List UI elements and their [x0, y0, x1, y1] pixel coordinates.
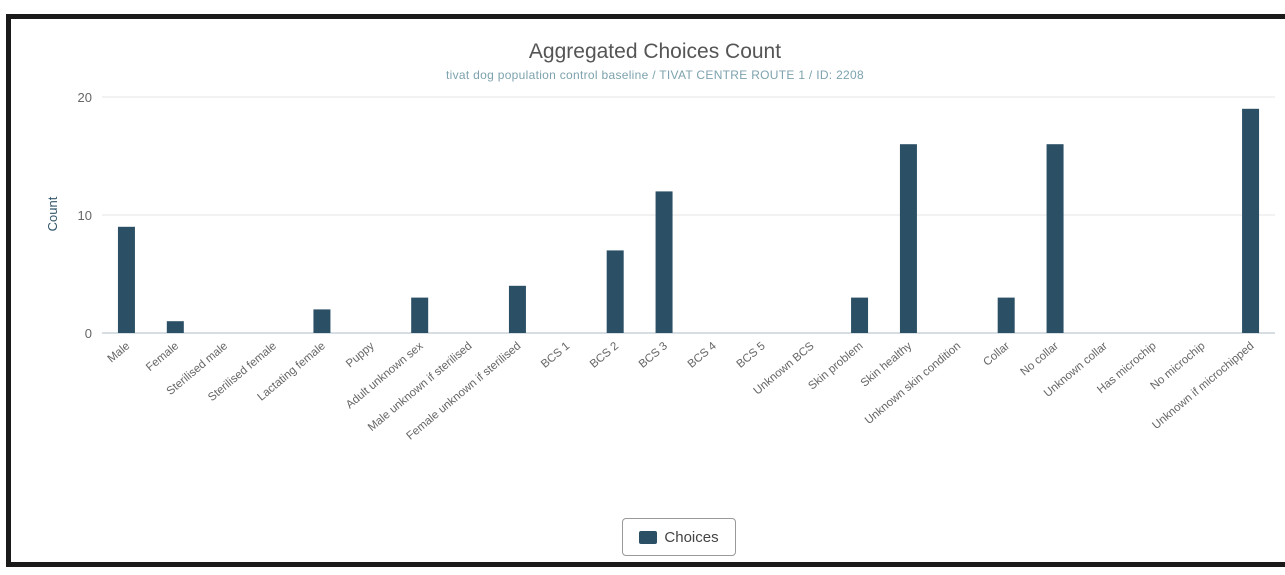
- chart-frame: [6, 14, 1285, 567]
- bar-adult-unknown-sex[interactable]: [411, 297, 429, 333]
- x-tick-label: Unknown if microchipped: [1150, 340, 1256, 432]
- bar-no-collar[interactable]: [1046, 144, 1064, 333]
- x-tick-label: Female: [144, 340, 181, 374]
- x-tick-label: Male: [106, 340, 133, 365]
- x-tick-label: Collar: [981, 340, 1012, 369]
- y-axis-label: Count: [45, 196, 60, 231]
- x-tick-label: Unknown skin condition: [863, 340, 963, 427]
- chart-title: Aggregated Choices Count: [529, 40, 781, 63]
- bar-female[interactable]: [166, 321, 184, 333]
- x-tick-label: BCS 3: [637, 340, 670, 371]
- y-tick-label: 10: [78, 208, 92, 223]
- bar-skin-problem[interactable]: [851, 297, 869, 333]
- bar-bcs-2[interactable]: [606, 250, 624, 333]
- bar-skin-healthy[interactable]: [899, 144, 917, 333]
- legend-swatch: [639, 530, 658, 544]
- bar-male[interactable]: [117, 226, 135, 333]
- bar-female-unknown-if-sterilised[interactable]: [508, 285, 526, 333]
- bar-bcs-3[interactable]: [655, 191, 673, 333]
- x-tick-label: BCS 4: [686, 340, 720, 371]
- x-tick-label: BCS 5: [735, 340, 768, 371]
- legend-label: Choices: [664, 528, 719, 546]
- y-tick-label: 0: [85, 326, 92, 341]
- legend-item-choices[interactable]: Choices: [622, 518, 736, 556]
- bar-collar[interactable]: [997, 297, 1015, 333]
- x-tick-label: BCS 1: [539, 340, 572, 371]
- y-tick-label: 20: [78, 90, 92, 105]
- bar-lactating-female[interactable]: [313, 309, 331, 333]
- bar-unknown-if-microchipped[interactable]: [1242, 108, 1260, 333]
- x-tick-label: No collar: [1019, 340, 1062, 378]
- x-tick-label: Puppy: [344, 340, 377, 370]
- x-tick-label: BCS 2: [588, 340, 621, 371]
- chart-subtitle: tivat dog population control baseline / …: [446, 68, 864, 82]
